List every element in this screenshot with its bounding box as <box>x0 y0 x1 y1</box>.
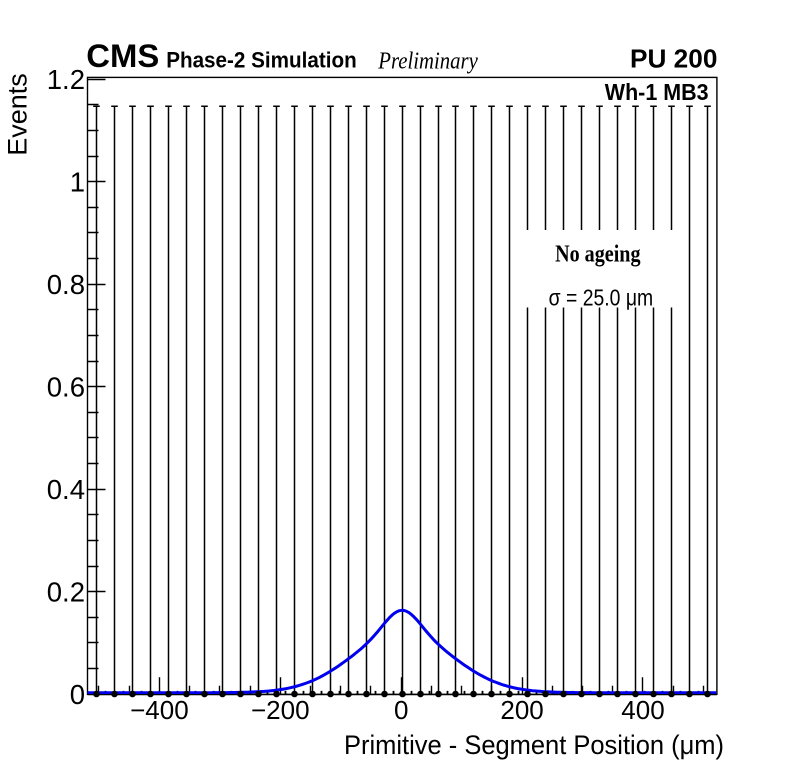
svg-text:σ = 25.0 μm: σ = 25.0 μm <box>549 284 654 310</box>
svg-text:PU 200: PU 200 <box>630 44 717 74</box>
svg-text:0: 0 <box>70 679 85 710</box>
svg-text:0: 0 <box>394 695 408 725</box>
svg-text:−400: −400 <box>130 695 189 725</box>
svg-text:0.4: 0.4 <box>47 474 85 505</box>
svg-text:Primitive - Segment Position (: Primitive - Segment Position (μm) <box>344 730 724 760</box>
svg-text:200: 200 <box>500 695 543 725</box>
svg-text:400: 400 <box>621 695 664 725</box>
svg-text:Phase-2 Simulation: Phase-2 Simulation <box>166 48 357 73</box>
svg-text:0.6: 0.6 <box>47 372 85 403</box>
svg-text:1.2: 1.2 <box>47 64 85 95</box>
svg-text:Preliminary: Preliminary <box>377 48 477 75</box>
svg-text:−200: −200 <box>251 695 310 725</box>
svg-text:0.2: 0.2 <box>47 577 85 608</box>
svg-text:1: 1 <box>70 167 85 198</box>
svg-text:CMS: CMS <box>86 38 159 74</box>
svg-text:No ageing: No ageing <box>555 240 641 267</box>
svg-text:0.8: 0.8 <box>47 269 85 300</box>
svg-text:Events: Events <box>2 73 32 156</box>
svg-text:Wh-1 MB3: Wh-1 MB3 <box>605 79 709 105</box>
